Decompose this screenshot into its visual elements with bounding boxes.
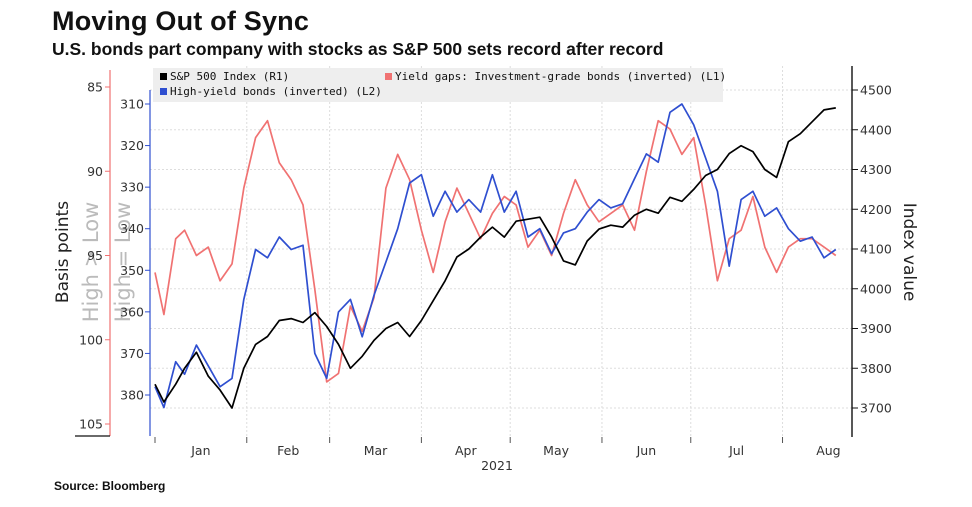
x-axis-year-label: 2021 bbox=[481, 458, 513, 473]
x-tick-label: Jun bbox=[636, 443, 657, 458]
source-note: Source: Bloomberg bbox=[54, 479, 166, 493]
x-tick-label: Mar bbox=[364, 443, 388, 458]
l2-tick-label: 380 bbox=[120, 388, 144, 403]
legend-item-ig-bonds-label: Yield gaps: Investment-grade bonds (inve… bbox=[395, 70, 726, 83]
x-tick-label: Apr bbox=[455, 443, 477, 458]
l2-tick-label: 310 bbox=[120, 97, 144, 112]
l2-tick-label: 330 bbox=[120, 180, 144, 195]
l1-tick-label: 85 bbox=[87, 80, 103, 95]
l1-tick-label: 90 bbox=[87, 164, 103, 179]
r1-tick-label: 4100 bbox=[860, 242, 892, 257]
l1-tick-label: 105 bbox=[79, 417, 103, 432]
series-line-ig-bonds bbox=[154, 119, 837, 383]
l2-tick-label: 370 bbox=[120, 346, 144, 361]
legend-item-sp500-swatch bbox=[160, 73, 167, 80]
r1-tick-label: 4000 bbox=[860, 281, 892, 296]
legend-background bbox=[153, 68, 723, 102]
x-tick-label: Aug bbox=[816, 443, 840, 458]
chart-title: Moving Out of Sync bbox=[52, 6, 310, 36]
r1-tick-label: 4200 bbox=[860, 202, 892, 217]
l1-tick-label: 100 bbox=[79, 332, 103, 347]
right-axis-title: Index value bbox=[899, 203, 919, 302]
r1-tick-label: 4300 bbox=[860, 162, 892, 177]
left-axis-title: Basis points bbox=[53, 201, 73, 303]
l2-tick-label: 350 bbox=[120, 263, 144, 278]
x-tick-label: May bbox=[543, 443, 569, 458]
legend-item-hy-bonds-swatch bbox=[160, 88, 167, 95]
legend-item-hy-bonds-label: High-yield bonds (inverted) (L2) bbox=[170, 85, 382, 98]
series-line-hy-bonds bbox=[154, 103, 837, 409]
l2-tick-label: 360 bbox=[120, 304, 144, 319]
x-tick-label: Jul bbox=[728, 443, 744, 458]
r1-tick-label: 4400 bbox=[860, 122, 892, 137]
l2-tick-label: 320 bbox=[120, 138, 144, 153]
series-line-sp500 bbox=[154, 107, 836, 409]
r1-tick-label: 3900 bbox=[860, 321, 892, 336]
left-axis-ghost-label-l2: High = Low bbox=[111, 202, 135, 323]
grid bbox=[150, 66, 852, 437]
r1-tick-label: 4500 bbox=[860, 83, 892, 98]
legend-item-ig-bonds-swatch bbox=[385, 73, 392, 80]
chart-subtitle: U.S. bonds part company with stocks as S… bbox=[52, 39, 664, 59]
legend-item-sp500-label: S&P 500 Index (R1) bbox=[170, 70, 289, 83]
x-tick-label: Feb bbox=[277, 443, 299, 458]
r1-tick-label: 3700 bbox=[860, 401, 892, 416]
r1-tick-label: 3800 bbox=[860, 361, 892, 376]
l2-tick-label: 340 bbox=[120, 221, 144, 236]
legend: S&P 500 Index (R1) Yield gaps: Investment… bbox=[153, 68, 726, 102]
l1-tick-label: 95 bbox=[87, 248, 103, 263]
left-axis-ghost-label-l1: High > Low bbox=[79, 202, 103, 323]
x-tick-label: Jan bbox=[190, 443, 210, 458]
